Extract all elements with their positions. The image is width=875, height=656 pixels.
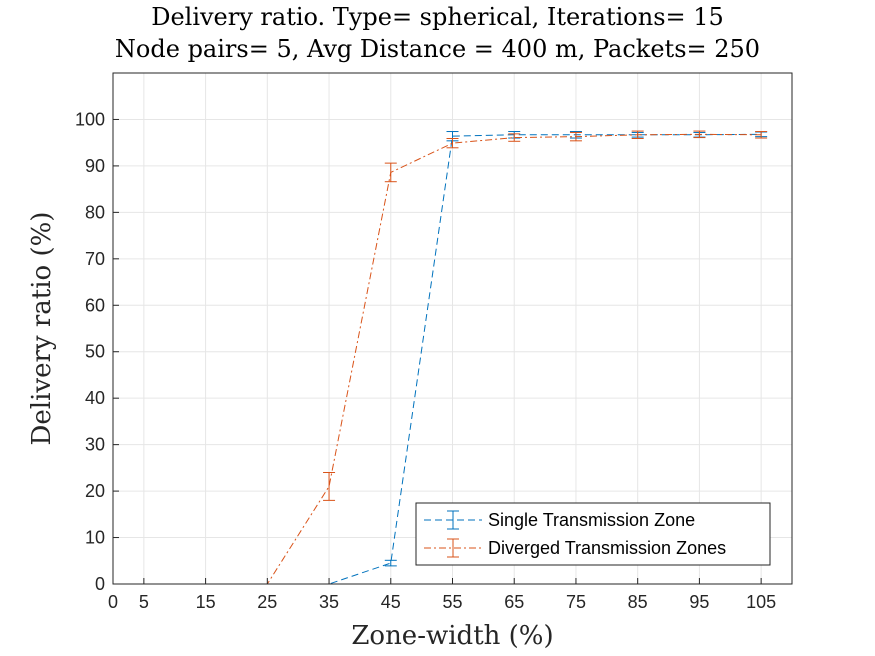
chart-title-line-2: Node pairs= 5, Avg Distance = 400 m, Pac… bbox=[114, 35, 761, 63]
y-tick-label: 20 bbox=[85, 481, 105, 501]
grid-lines bbox=[112, 73, 792, 585]
error-bar bbox=[569, 131, 582, 142]
x-tick-label: 55 bbox=[442, 592, 462, 612]
y-tick-label: 30 bbox=[85, 435, 105, 455]
legend-label: Single Transmission Zone bbox=[488, 510, 695, 530]
y-tick-label: 100 bbox=[75, 109, 105, 129]
y-tick-label: 0 bbox=[95, 574, 105, 594]
x-tick-label: 45 bbox=[381, 592, 401, 612]
error-bar bbox=[631, 130, 644, 140]
x-tick-label: 105 bbox=[746, 592, 776, 612]
x-tick-label: 5 bbox=[139, 592, 149, 612]
y-axis-label: Delivery ratio (%) bbox=[27, 212, 57, 446]
x-tick-label: 35 bbox=[319, 592, 339, 612]
error-bar bbox=[693, 130, 706, 139]
y-tick-label: 50 bbox=[85, 342, 105, 362]
error-bar bbox=[508, 133, 521, 142]
error-bar bbox=[446, 138, 459, 149]
y-tick-label: 60 bbox=[85, 295, 105, 315]
x-tick-label: 75 bbox=[566, 592, 586, 612]
x-tick-label: 15 bbox=[196, 592, 216, 612]
error-bar bbox=[755, 131, 768, 139]
legend-label: Diverged Transmission Zones bbox=[488, 538, 726, 558]
y-tick-label: 90 bbox=[85, 156, 105, 176]
y-tick-label: 80 bbox=[85, 202, 105, 222]
y-tick-label: 70 bbox=[85, 249, 105, 269]
x-tick-label: 0 bbox=[108, 592, 118, 612]
legend-box bbox=[415, 502, 771, 566]
legend-item-1: Single Transmission Zone bbox=[424, 510, 695, 530]
x-tick-label: 65 bbox=[504, 592, 524, 612]
legend: Single Transmission Zone Diverged Transmi… bbox=[415, 502, 771, 566]
error-bar bbox=[384, 559, 397, 567]
x-tick-label: 95 bbox=[689, 592, 709, 612]
error-bar bbox=[323, 472, 336, 501]
x-tick-label: 25 bbox=[257, 592, 277, 612]
legend-item-2: Diverged Transmission Zones bbox=[424, 538, 726, 558]
error-bar bbox=[384, 162, 397, 183]
x-axis-label: Zone-width (%) bbox=[351, 621, 553, 651]
y-tick-label: 10 bbox=[85, 528, 105, 548]
y-tick-label: 40 bbox=[85, 388, 105, 408]
x-tick-label: 85 bbox=[628, 592, 648, 612]
axis-ticks: 0 5 15 25 35 45 55 65 75 85 95 105 0 10 20 30 40 50 60 70 80… bbox=[75, 109, 776, 612]
chart-title-line-1: Delivery ratio. Type= spherical, Iterati… bbox=[151, 3, 724, 31]
